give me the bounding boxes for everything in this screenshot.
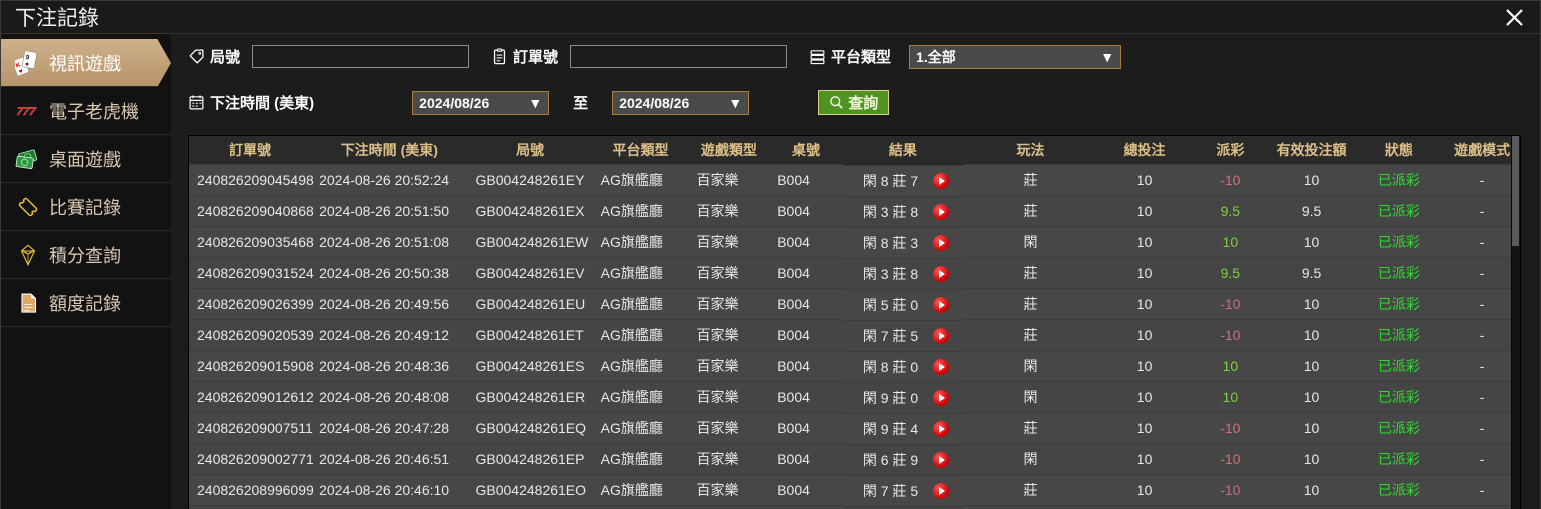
- svg-text:777: 777: [16, 106, 37, 118]
